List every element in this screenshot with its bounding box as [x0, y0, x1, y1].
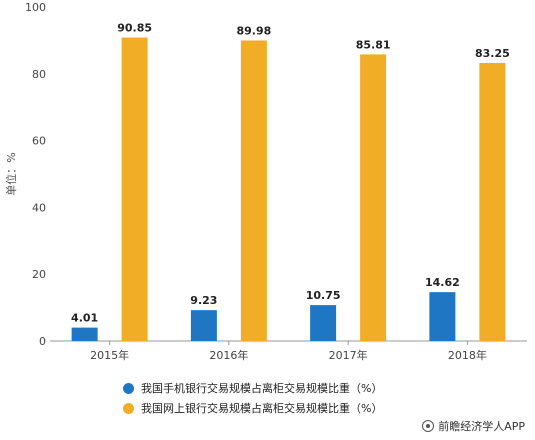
legend: 我国手机银行交易规模占离柜交易规模比重（%） 我国网上银行交易规模占离柜交易规模… [123, 378, 382, 418]
data-label: 10.75 [306, 289, 341, 302]
y-axis-label: 单位：% [4, 152, 18, 195]
bar-mobile [71, 327, 98, 341]
y-tick-label: 60 [32, 135, 46, 148]
x-tick-label: 2016年 [209, 348, 248, 362]
bar-online [479, 62, 506, 341]
data-label: 90.85 [117, 22, 152, 35]
data-label: 83.25 [475, 47, 510, 60]
y-tick-label: 80 [32, 68, 46, 81]
y-tick-label: 20 [32, 268, 46, 281]
bar-chart: 0 20 40 60 80 100 单位：% 4.01 90.85 2015年 9.23 89.98 2… [4, 1, 527, 362]
y-tick-label: 40 [32, 201, 46, 214]
x-tick-label: 2017年 [329, 348, 368, 362]
legend-label-online: 我国网上银行交易规模占离柜交易规模比重（%） [141, 402, 383, 415]
y-tick-label: 100 [25, 1, 46, 14]
bar-online [360, 54, 387, 342]
bar-mobile [310, 305, 337, 341]
legend-item-mobile: 我国手机银行交易规模占离柜交易规模比重（%） [123, 378, 382, 398]
y-tick-label: 0 [39, 335, 46, 348]
source-mark: 前瞻经济学人APP [422, 418, 525, 434]
data-label: 89.98 [236, 24, 271, 37]
legend-swatch-online [123, 402, 134, 414]
x-tick-label: 2018年 [448, 348, 487, 362]
bar-mobile [429, 292, 456, 341]
x-tick-label: 2015年 [90, 348, 129, 362]
bar-online [240, 40, 267, 342]
legend-swatch-mobile [123, 382, 134, 394]
legend-item-online: 我国网上银行交易规模占离柜交易规模比重（%） [123, 398, 382, 418]
bar-online [121, 37, 148, 341]
data-label: 9.23 [190, 294, 217, 307]
logo-icon [422, 420, 435, 432]
data-label: 85.81 [356, 38, 391, 51]
data-label: 14.62 [425, 276, 460, 289]
legend-label-mobile: 我国手机银行交易规模占离柜交易规模比重（%） [141, 382, 383, 395]
source-text: 前瞻经济学人APP [438, 420, 525, 433]
data-label: 4.01 [71, 312, 98, 325]
bar-mobile [190, 310, 217, 341]
